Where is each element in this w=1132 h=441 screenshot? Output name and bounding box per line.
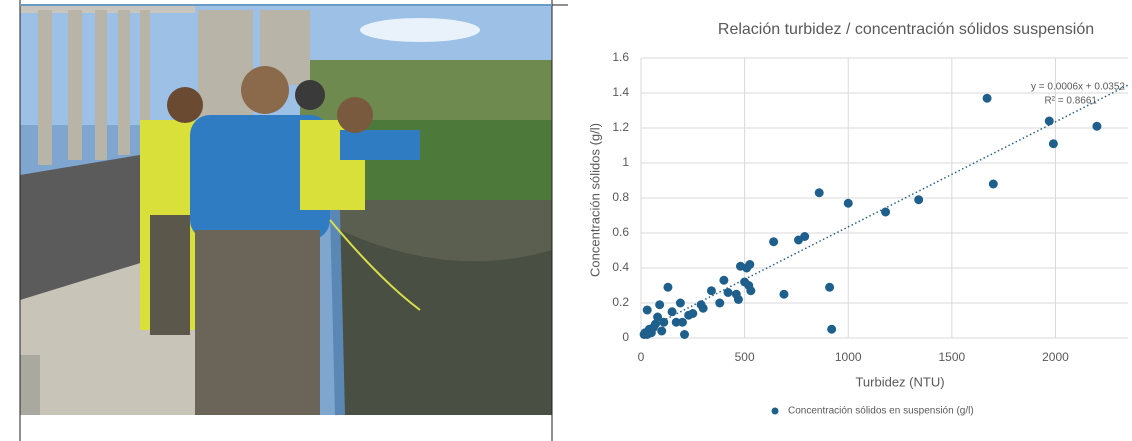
photo: [20, 5, 552, 416]
scatter-point: [715, 298, 725, 308]
scatter-point: [651, 319, 661, 329]
scatter-point: [655, 300, 665, 310]
scatter-point: [982, 93, 992, 103]
scatter-point: [745, 260, 755, 269]
scatter-point: [1044, 116, 1054, 126]
scatter-point: [723, 288, 733, 297]
y-tick-label: 1: [622, 155, 629, 169]
scatter-point: [698, 303, 708, 313]
scatter-point: [825, 282, 835, 292]
scatter-point: [1048, 139, 1058, 149]
scatter-point: [779, 289, 789, 299]
x-tick-label: 0: [638, 350, 645, 364]
scatter-point: [746, 286, 756, 296]
scatter-point: [719, 275, 729, 285]
scatter-point: [914, 195, 924, 205]
legend-label: Concentración sólidos en suspensión (g/l…: [788, 406, 974, 417]
y-tick-label: 0: [622, 330, 629, 344]
scatter-point: [659, 317, 669, 327]
y-tick-label: 0.8: [612, 190, 629, 204]
trendline-r2: R² = 0.8661: [1044, 96, 1097, 107]
x-tick-label: 1000: [835, 350, 862, 364]
scatter-point: [667, 307, 677, 317]
y-axis-label: Concentración sólidos (g/l): [587, 123, 602, 277]
scatter-point: [706, 286, 716, 296]
scatter-point: [1092, 121, 1102, 131]
scatter-point: [663, 282, 673, 292]
scatter-point: [677, 317, 687, 327]
y-tick-label: 1.2: [612, 120, 629, 134]
scatter-point: [881, 207, 891, 217]
x-tick-label: 500: [735, 350, 755, 364]
scatter-point: [827, 324, 837, 334]
y-tick-label: 0.4: [612, 260, 629, 274]
scatter-point: [688, 309, 698, 318]
scatter-point: [680, 330, 690, 339]
scatter-point: [800, 232, 810, 241]
x-tick-label: 1500: [938, 350, 965, 364]
x-tick-label: 2000: [1042, 350, 1069, 364]
scatter-point: [988, 179, 998, 189]
scatter-point: [675, 298, 685, 308]
legend-marker: [771, 407, 779, 415]
x-axis-label: Turbidez (NTU): [855, 374, 944, 389]
scatter-point: [653, 312, 663, 322]
y-tick-label: 0.6: [612, 225, 629, 239]
chart-title: Relación turbidez / concentración sólido…: [718, 21, 1094, 38]
y-tick-label: 1.6: [612, 50, 629, 64]
scatter-point: [657, 326, 667, 336]
y-tick-label: 0.2: [612, 295, 629, 309]
scatter-point: [733, 295, 743, 304]
y-tick-label: 1.4: [612, 85, 629, 99]
scatter-point: [843, 198, 853, 208]
scatter-point: [642, 305, 652, 315]
trendline-equation: y = 0.0006x + 0.0352: [1031, 82, 1125, 93]
scatter-point: [769, 237, 779, 247]
scatter-point: [814, 188, 824, 198]
scatter-point: [671, 317, 681, 327]
